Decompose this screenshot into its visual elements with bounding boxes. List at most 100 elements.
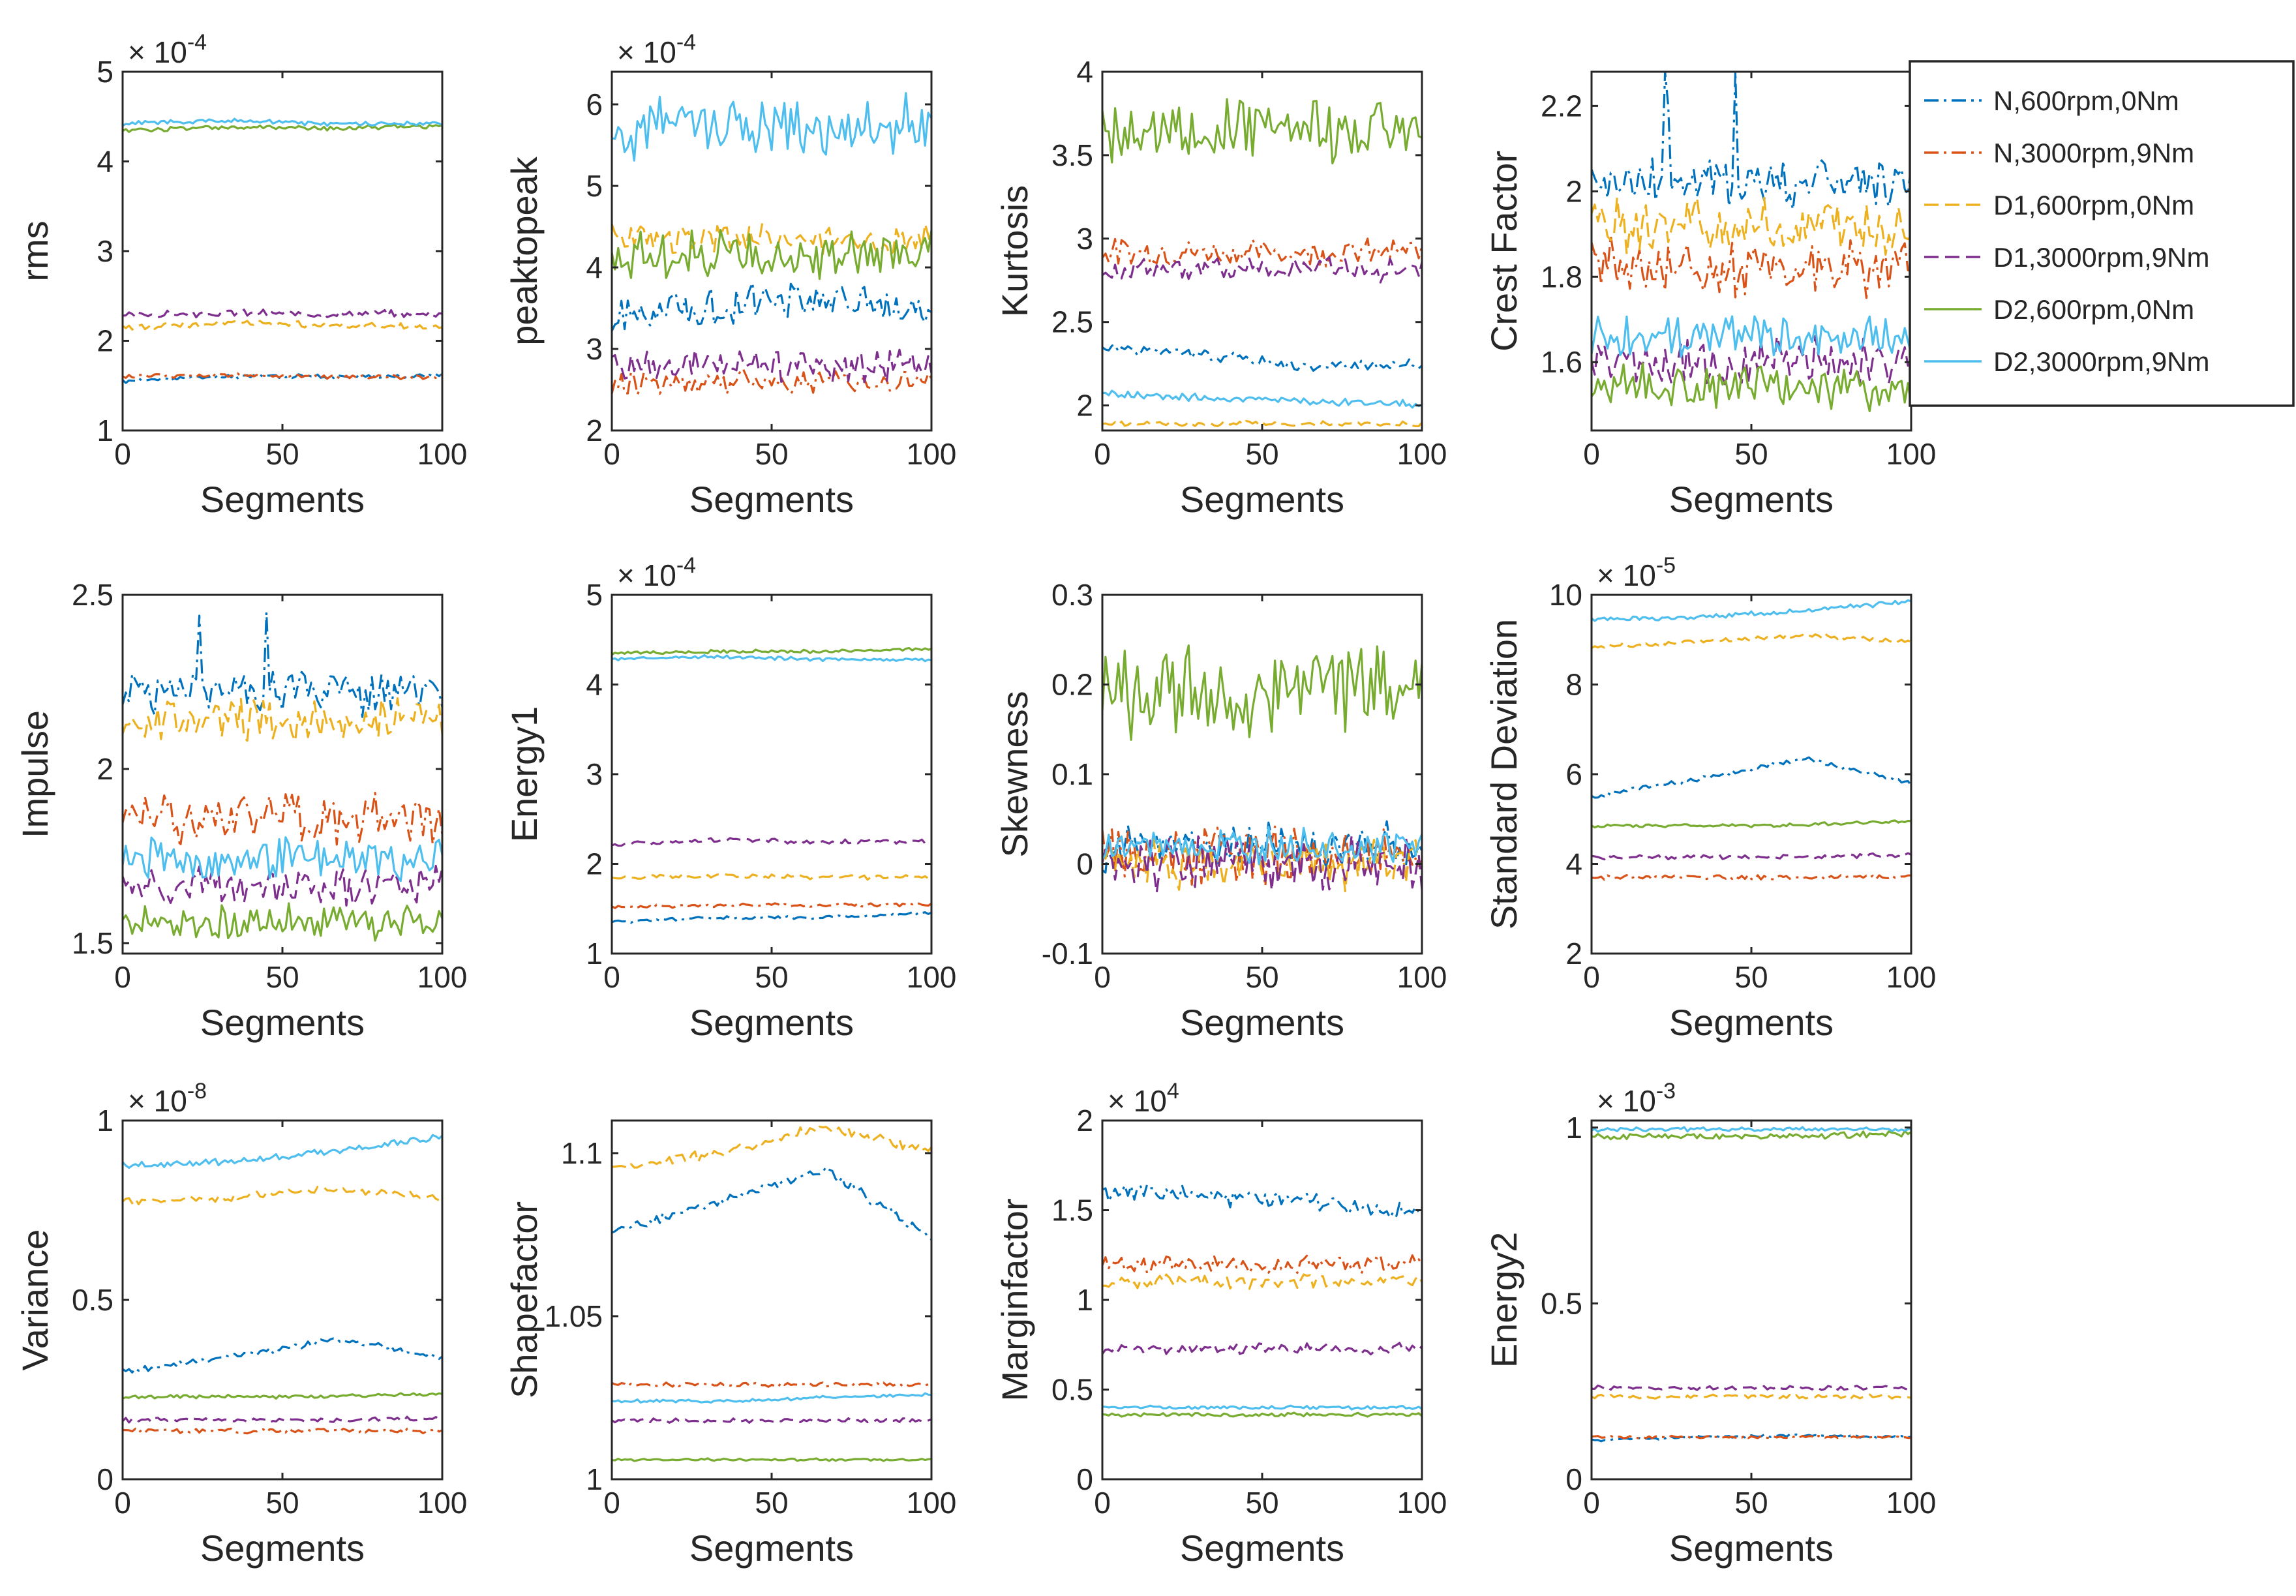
y-tick-label: 2 bbox=[1565, 937, 1582, 971]
series-line-D2,600rpm,0Nm bbox=[612, 229, 931, 280]
y-tick-label: 6 bbox=[1565, 757, 1582, 791]
y-tick-label: 8 bbox=[1565, 668, 1582, 702]
series-line-D2,600rpm,0Nm bbox=[1102, 644, 1422, 741]
x-tick-label: 50 bbox=[755, 960, 788, 994]
subplot-rms: 0 50 100 1 2 3 4 5 × 10-4 Segments rms bbox=[14, 30, 467, 520]
series-line-N,600rpm,0Nm bbox=[1592, 756, 1911, 799]
y-tick-label: 1.1 bbox=[561, 1136, 603, 1170]
series-line-D1,3000rpm,9Nm bbox=[612, 837, 931, 847]
x-axis-label: Segments bbox=[689, 479, 854, 520]
series-line-N,600rpm,0Nm bbox=[612, 281, 931, 332]
series-line-N,3000rpm,9Nm bbox=[1592, 873, 1911, 881]
y-tick-label: 6 bbox=[586, 87, 603, 121]
y-tick-label: 2 bbox=[97, 324, 113, 358]
series-line-D2,600rpm,0Nm bbox=[1102, 1411, 1422, 1418]
series-line-N,600rpm,0Nm bbox=[123, 373, 442, 384]
x-tick-label: 100 bbox=[417, 960, 468, 994]
x-tick-label: 0 bbox=[114, 960, 131, 994]
series-line-D2,600rpm,0Nm bbox=[1102, 98, 1422, 165]
series-line-D1,3000rpm,9Nm bbox=[123, 309, 442, 319]
x-tick-label: 100 bbox=[1886, 960, 1937, 994]
series-line-D2,600rpm,0Nm bbox=[123, 123, 442, 133]
x-tick-label: 100 bbox=[417, 437, 468, 471]
series-line-N,600rpm,0Nm bbox=[612, 1166, 931, 1241]
legend-item: N,600rpm,0Nm bbox=[1924, 85, 2179, 116]
y-tick-label: 0.5 bbox=[1051, 1373, 1093, 1407]
x-axis-label: Segments bbox=[200, 1528, 365, 1569]
series-line-D1,3000rpm,9Nm bbox=[1102, 1342, 1422, 1356]
series-line-N,3000rpm,9Nm bbox=[612, 367, 931, 396]
subplot-peaktopeak: 0 50 100 2 3 4 5 6 × 10-4 Segments peaktopeak bbox=[504, 30, 956, 520]
x-tick-label: 50 bbox=[1734, 1486, 1768, 1520]
series-line-N,3000rpm,9Nm bbox=[612, 1381, 931, 1389]
axis-exponent: × 10-5 bbox=[1597, 553, 1676, 592]
x-tick-label: 100 bbox=[417, 1486, 468, 1520]
y-tick-label: 2.5 bbox=[72, 578, 113, 612]
x-tick-label: 100 bbox=[1397, 1486, 1447, 1520]
y-tick-label: 0 bbox=[97, 1462, 113, 1496]
y-tick-label: 3 bbox=[586, 757, 603, 791]
y-tick-label: 0 bbox=[1076, 847, 1093, 881]
y-tick-label: 2 bbox=[586, 414, 603, 447]
y-tick-label: 3 bbox=[97, 234, 113, 268]
y-tick-label: 2.5 bbox=[1051, 305, 1093, 339]
y-tick-label: 0.5 bbox=[1541, 1286, 1582, 1320]
x-axis-label: Segments bbox=[1669, 479, 1834, 520]
series-line-D2,3000rpm,9Nm bbox=[1592, 315, 1911, 358]
legend-item: D1,600rpm,0Nm bbox=[1924, 190, 2194, 220]
x-tick-label: 100 bbox=[1397, 960, 1447, 994]
series-line-D1,600rpm,0Nm bbox=[612, 872, 931, 881]
series-line-N,3000rpm,9Nm bbox=[612, 901, 931, 909]
series-line-D2,600rpm,0Nm bbox=[612, 646, 931, 656]
series-line-D2,3000rpm,9Nm bbox=[612, 654, 931, 663]
series-line-D1,600rpm,0Nm bbox=[123, 319, 442, 331]
axes-box bbox=[121, 1119, 444, 1481]
series-line-N,3000rpm,9Nm bbox=[123, 372, 442, 380]
x-tick-label: 100 bbox=[907, 960, 957, 994]
y-tick-label: 4 bbox=[586, 668, 603, 702]
x-axis-label: Segments bbox=[1180, 479, 1344, 520]
x-tick-label: 0 bbox=[1583, 1486, 1600, 1520]
series-line-D2,600rpm,0Nm bbox=[612, 1457, 931, 1462]
series-line-D1,600rpm,0Nm bbox=[1592, 196, 1911, 256]
axes-box bbox=[1590, 594, 1912, 955]
x-tick-label: 50 bbox=[1734, 437, 1768, 471]
series-line-D2,600rpm,0Nm bbox=[1592, 362, 1911, 413]
series-line-N,600rpm,0Nm bbox=[612, 911, 931, 924]
axes-box bbox=[611, 1119, 933, 1481]
x-axis-label: Segments bbox=[200, 479, 365, 520]
axes-box bbox=[121, 594, 444, 955]
y-tick-label: 4 bbox=[586, 250, 603, 284]
legend-label: N,600rpm,0Nm bbox=[1993, 85, 2179, 116]
y-tick-label: 0.5 bbox=[72, 1283, 113, 1317]
y-axis-label: Skewness bbox=[994, 691, 1035, 857]
x-tick-label: 0 bbox=[1583, 437, 1600, 471]
series-line-N,3000rpm,9Nm bbox=[1102, 1254, 1422, 1275]
series-line-N,3000rpm,9Nm bbox=[1102, 237, 1422, 268]
y-axis-label: Variance bbox=[14, 1229, 55, 1371]
series-line-D1,600rpm,0Nm bbox=[1102, 1273, 1422, 1290]
x-tick-label: 50 bbox=[265, 960, 299, 994]
legend-item: D2,600rpm,0Nm bbox=[1924, 294, 2194, 325]
x-tick-label: 100 bbox=[1886, 437, 1937, 471]
series-line-N,600rpm,0Nm bbox=[1102, 1183, 1422, 1219]
x-axis-label: Segments bbox=[1669, 1528, 1834, 1569]
y-tick-label: 0.2 bbox=[1051, 668, 1093, 702]
series-line-D2,600rpm,0Nm bbox=[123, 1392, 442, 1400]
x-axis-label: Segments bbox=[689, 1002, 854, 1043]
series-line-D2,3000rpm,9Nm bbox=[612, 92, 931, 162]
y-tick-label: 2.2 bbox=[1541, 89, 1582, 123]
series-line-D1,3000rpm,9Nm bbox=[1102, 834, 1422, 894]
y-tick-label: 1.6 bbox=[1541, 345, 1582, 379]
y-tick-label: 4 bbox=[97, 145, 113, 179]
x-tick-label: 50 bbox=[755, 437, 788, 471]
axis-exponent: × 10-4 bbox=[617, 30, 696, 69]
x-tick-label: 50 bbox=[265, 437, 299, 471]
x-axis-label: Segments bbox=[1180, 1002, 1344, 1043]
legend-item: D1,3000rpm,9Nm bbox=[1924, 242, 2209, 273]
y-tick-label: 2 bbox=[97, 752, 113, 786]
x-tick-label: 0 bbox=[603, 437, 620, 471]
y-tick-label: 3.5 bbox=[1051, 138, 1093, 172]
